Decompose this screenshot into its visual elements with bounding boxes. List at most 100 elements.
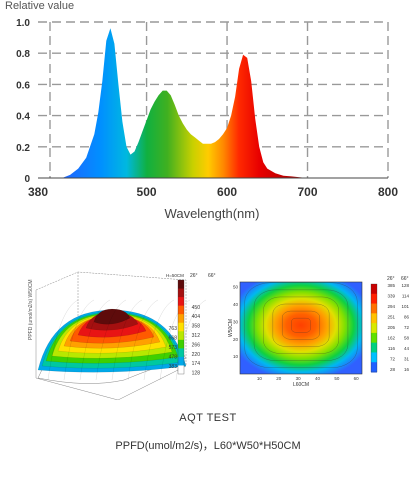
heatmap-x-tick: 10 xyxy=(257,376,263,381)
surface-mesh-line xyxy=(47,299,79,381)
y-tick-label: 0.6 xyxy=(16,80,30,91)
hm-scale-swatch xyxy=(371,293,377,305)
scale-label-66: 383 xyxy=(169,364,178,370)
scale-swatch xyxy=(178,305,184,315)
surface-mesh-line xyxy=(143,299,175,381)
heatmap-x-tick: 40 xyxy=(315,376,321,381)
scale-swatch xyxy=(178,297,184,307)
y-tick-label: 0 xyxy=(24,174,30,185)
hm-scale-label-26: 72 xyxy=(390,356,396,361)
heatmap-x-ticks: 10 20 30 40 50 60 xyxy=(257,376,359,381)
hm-scale-swatch xyxy=(371,342,377,353)
x-axis-title: Wavelength(nm) xyxy=(165,206,260,221)
contour-line xyxy=(244,282,358,368)
surface-mesh-line xyxy=(63,299,95,381)
scale-header-66: 66° xyxy=(208,273,216,279)
y-tick-labels: 0 0.2 0.4 0.6 0.8 1.0 xyxy=(16,18,30,185)
hm-scale-label-66: 16 xyxy=(404,367,410,372)
surface-mesh-line xyxy=(111,299,143,381)
surface-band xyxy=(93,308,131,325)
spectrum-chart: Relative value 0 0.2 0.4 0.6 0.8 1.0 380 500 60… xyxy=(5,0,398,221)
contour-line xyxy=(291,317,311,333)
hm-scale-header-26: 26° xyxy=(387,276,395,282)
hm-scale-header-66: 66° xyxy=(401,276,409,282)
hm-scale-frame xyxy=(370,283,378,373)
hm-scale-label-26: 385 xyxy=(387,283,395,288)
x-tick-label: 380 xyxy=(28,185,48,199)
hm-scale-label-66: 86 xyxy=(404,314,410,319)
heatmap-x-tick: 60 xyxy=(354,376,360,381)
hm-scale-label-26: 294 xyxy=(387,304,395,309)
heatmap-plot xyxy=(240,282,362,374)
y-tick-label: 0.4 xyxy=(16,112,30,123)
scale-label-26: 220 xyxy=(192,352,201,358)
scale-swatch xyxy=(178,365,184,375)
test-title: AQT TEST xyxy=(179,412,237,424)
heatmap-y-tick: 10 xyxy=(233,354,239,359)
scale-label-26: 312 xyxy=(192,333,201,339)
scale-swatch xyxy=(178,356,184,366)
scale-swatch xyxy=(178,314,184,324)
heatmap-x-tick: 20 xyxy=(276,376,282,381)
scale-label-26: 266 xyxy=(192,342,201,348)
surface-z-axis-label: PPFD (umol/m2/s) W50CM xyxy=(28,279,34,340)
y-tick-label: 1.0 xyxy=(16,18,30,29)
x-tick-label: 500 xyxy=(137,185,157,199)
surface-mesh-line xyxy=(127,299,159,381)
scale-label-26: 450 xyxy=(192,305,201,311)
heatmap-contours xyxy=(244,282,358,368)
scale-swatch xyxy=(178,322,184,332)
scale-header-26: 26° xyxy=(190,273,198,279)
surface-mesh-line xyxy=(95,299,127,381)
hm-scale-label-66: 72 xyxy=(404,325,410,330)
heatmap-y-tick: 30 xyxy=(233,319,239,324)
surface-mesh-line xyxy=(79,299,111,381)
heatmap-color-scale: 26° 66° 385 339 294 251 205 162 116 72 28 128 114 101… xyxy=(370,276,410,373)
hm-scale-swatch xyxy=(371,332,377,344)
hm-scale-label-66: 31 xyxy=(404,356,410,361)
hm-scale-swatch xyxy=(371,352,377,363)
hm-scale-label-26: 28 xyxy=(390,367,396,372)
heatmap-y-tick: 50 xyxy=(233,285,239,290)
scale-label-26: 358 xyxy=(192,324,201,330)
hm-scale-swatch xyxy=(371,323,377,334)
scale-label-66: 763 xyxy=(169,326,178,332)
heatmap-y-tick: 40 xyxy=(233,302,239,307)
x-tick-label: 600 xyxy=(217,185,237,199)
heatmap-frame xyxy=(239,281,363,375)
scale-label-66: 668 xyxy=(169,336,178,342)
scale-swatch xyxy=(178,288,184,298)
heatmap-x-tick: 50 xyxy=(334,376,340,381)
heatmap-x-axis-title: L60CM xyxy=(293,382,309,388)
contour-line xyxy=(272,303,330,347)
scale-swatch xyxy=(178,331,184,341)
hm-scale-label-66: 58 xyxy=(404,335,410,340)
heatmap-y-tick: 20 xyxy=(233,337,239,342)
scale-swatch xyxy=(178,280,184,290)
heatmap-y-axis-title: W50CM xyxy=(228,319,234,337)
hm-scale-label-26: 116 xyxy=(388,346,396,351)
contour-line xyxy=(263,296,339,354)
hm-scale-label-26: 339 xyxy=(387,293,395,298)
scale-swatch xyxy=(178,348,184,358)
hm-scale-swatch xyxy=(371,284,377,295)
surface-mesh-line xyxy=(159,299,191,381)
x-tick-label: 700 xyxy=(298,185,318,199)
hm-scale-swatch xyxy=(371,303,377,314)
heatmap-y-ticks: 10 20 30 40 50 xyxy=(233,285,239,359)
spectrum-area xyxy=(62,28,308,179)
x-tick-labels: 380 500 600 700 800 xyxy=(28,185,398,199)
scale-label-26: 404 xyxy=(192,314,201,320)
surface-color-scale: H=50CM 26° 66° 450 404 358 312 266 220 174 128 763 6… xyxy=(166,273,216,377)
contour-line xyxy=(253,289,349,361)
hm-scale-label-26: 251 xyxy=(387,314,395,319)
scale-label-66: 573 xyxy=(169,345,178,351)
hm-scale-label-66: 101 xyxy=(401,304,409,309)
test-subtitle: PPFD(umol/m2/s)，L60*W50*H50CM xyxy=(115,440,301,452)
scale-label-26: 174 xyxy=(192,361,201,367)
heatmap-x-tick: 30 xyxy=(296,376,302,381)
hm-scale-swatch xyxy=(371,313,377,324)
hm-scale-label-66: 128 xyxy=(401,283,409,288)
hm-scale-swatch xyxy=(371,362,377,373)
